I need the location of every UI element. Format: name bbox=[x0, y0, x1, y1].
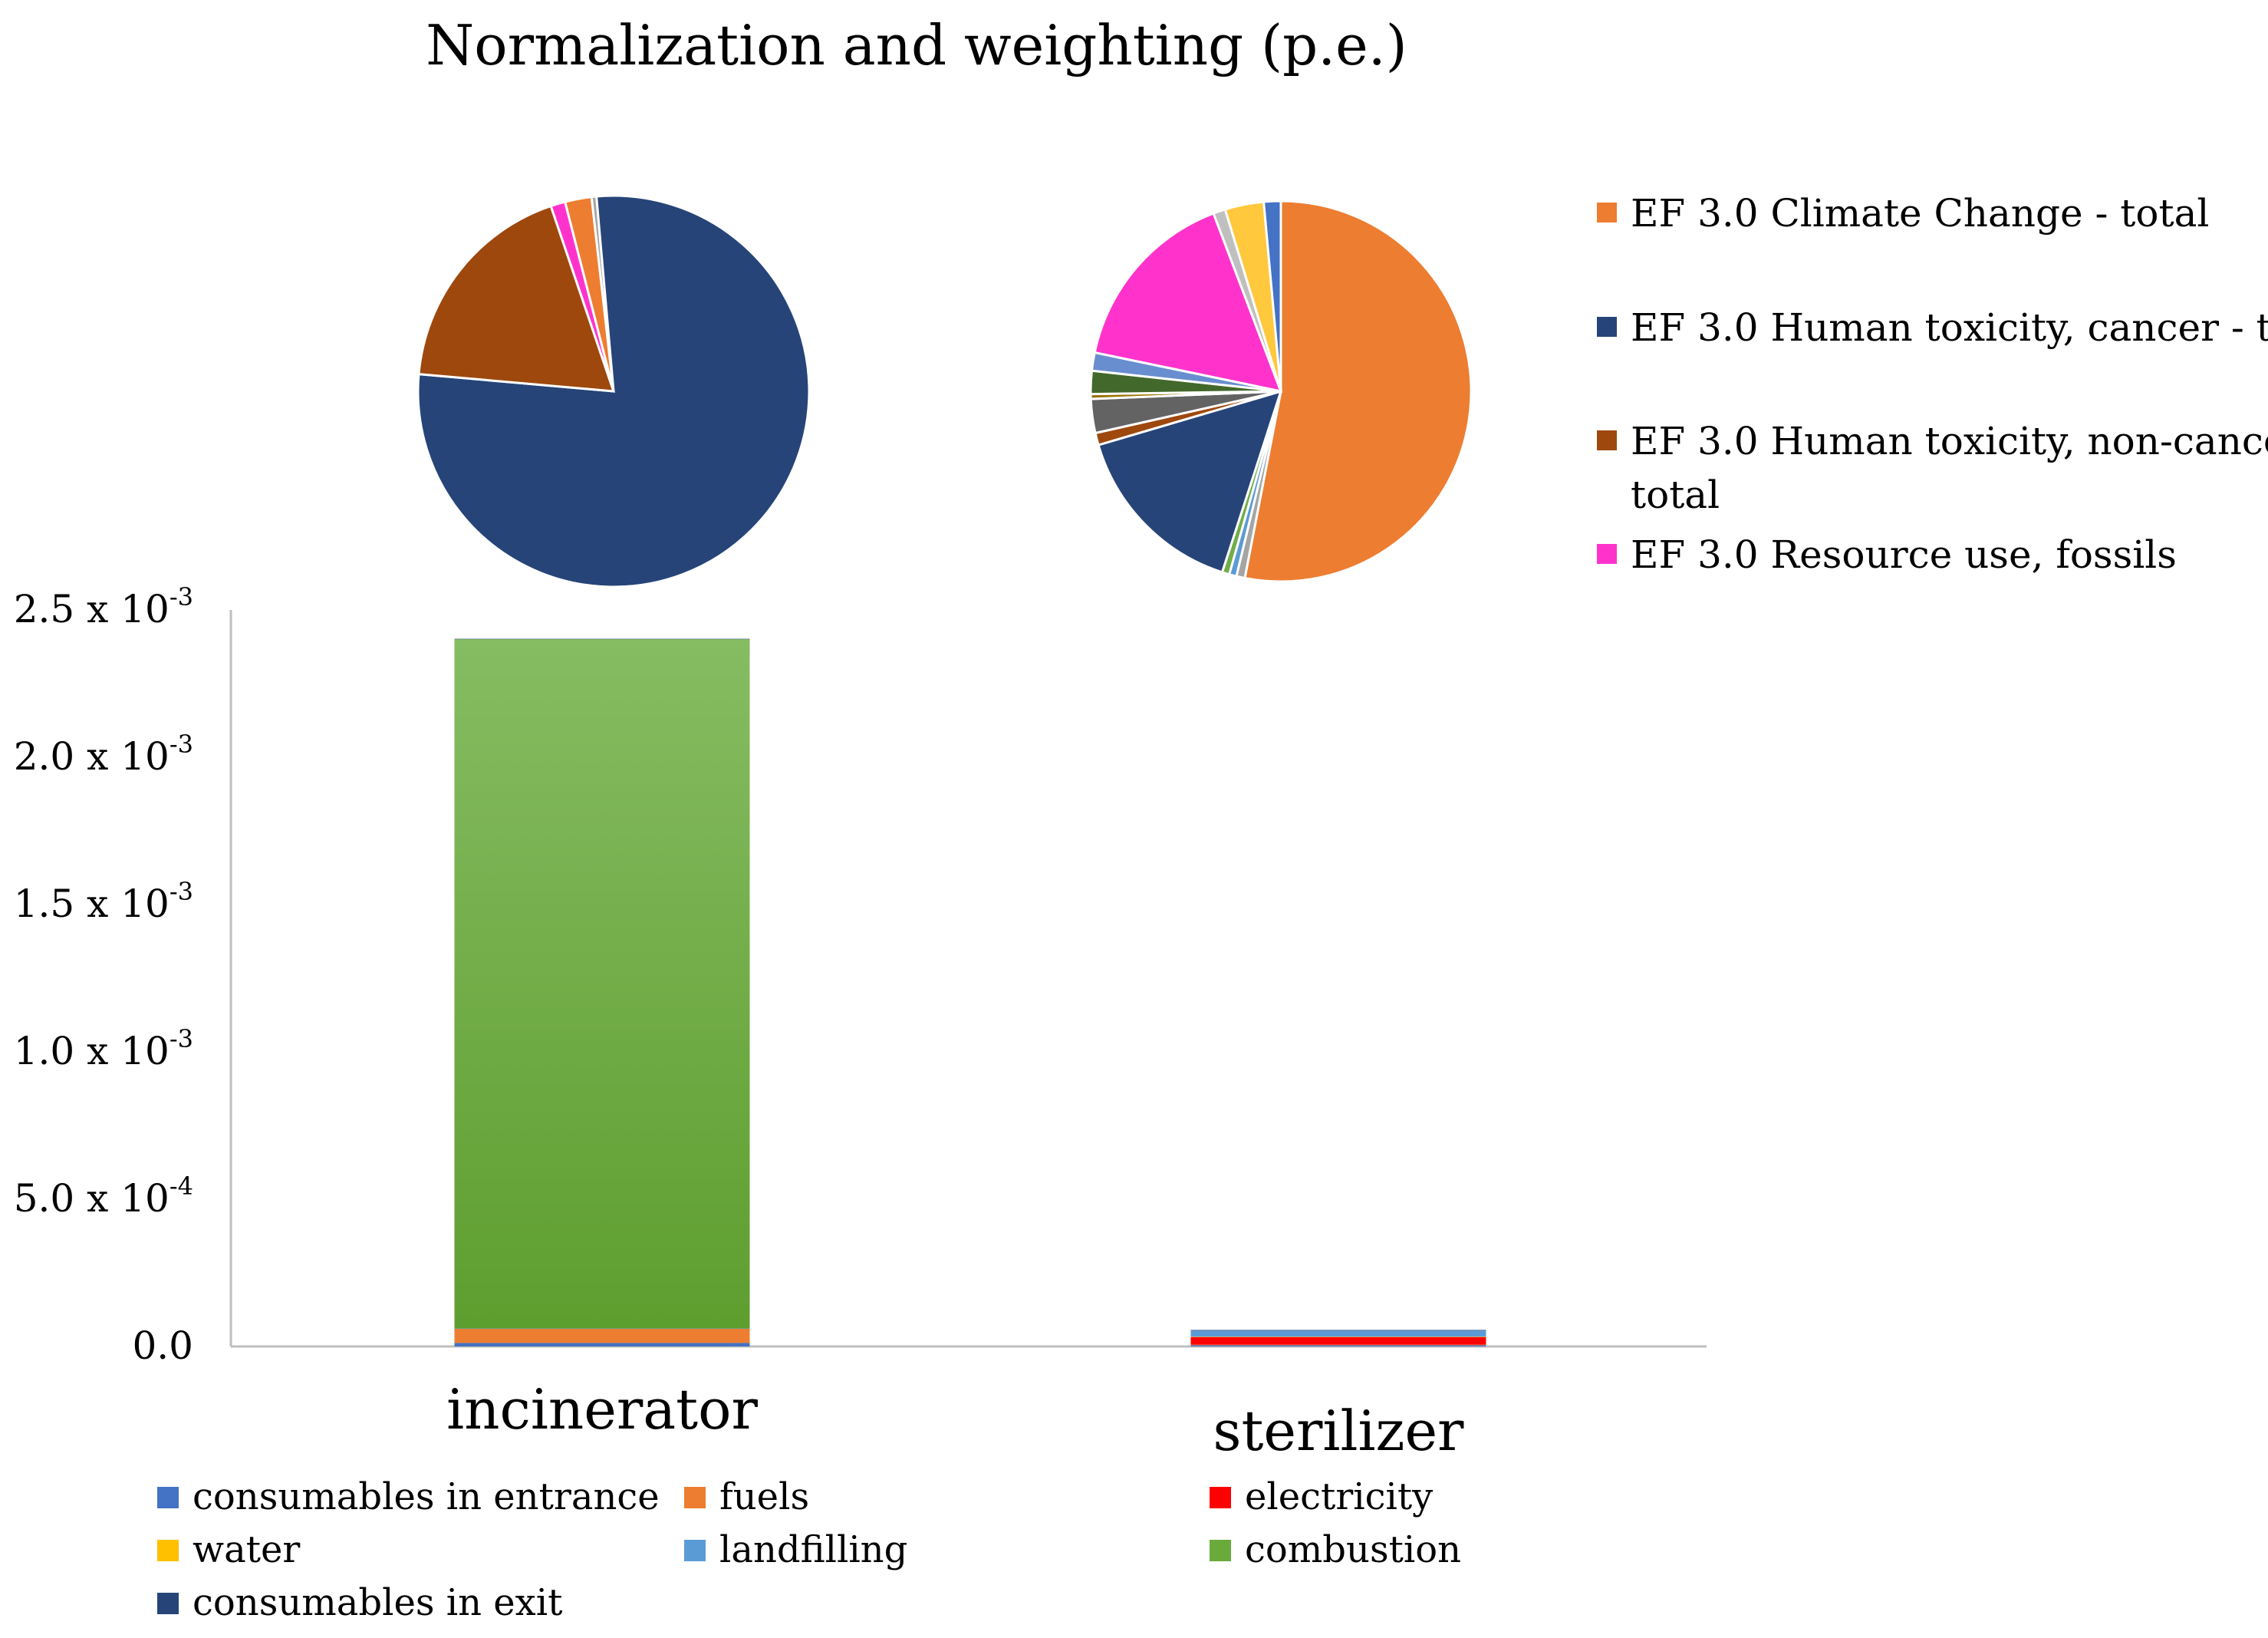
pie-sterilizer-slice-10 bbox=[1093, 212, 1283, 394]
legend-swatch-fuels bbox=[684, 1487, 706, 1508]
pie-incinerator-slice-ef-3-0-resource-use-fossils bbox=[549, 200, 615, 392]
bar-incinerator-landfilling bbox=[454, 1328, 750, 1330]
pie-legend-swatch-ef-3-0-climate-change-total bbox=[1597, 203, 1617, 222]
legend-swatch-combustion bbox=[1210, 1540, 1231, 1561]
legend-label-consumables-in-exit: consumables in exit bbox=[193, 1581, 562, 1624]
pie-charts bbox=[416, 194, 1473, 588]
pie-sterilizer-slice-4 bbox=[1097, 389, 1283, 574]
pie-legend-swatch-ef-3-0-human-toxicity-cancer-total bbox=[1597, 317, 1617, 337]
pie-legend: EF 3.0 Climate Change - total EF 3.0 Huma… bbox=[1597, 191, 2268, 577]
pie-sterilizer-slice-0 bbox=[1243, 199, 1473, 583]
bar-incinerator-fuels bbox=[454, 1328, 750, 1343]
pie-legend-label-ef-3-0-human-toxicity-non-cancer-total: EF 3.0 Human toxicity, non-cancer -total bbox=[1631, 419, 2268, 517]
legend-label-consumables-in-entrance: consumables in entrance bbox=[193, 1475, 660, 1518]
bar-axes bbox=[229, 610, 1707, 1348]
legend-swatch-consumables-in-exit bbox=[157, 1593, 179, 1614]
category-labels: incinerator sterilizer bbox=[446, 1377, 1464, 1463]
y-tick-label-3: 1.0 x 10-3 bbox=[14, 1024, 193, 1073]
bar-sterilizer-water bbox=[1190, 1336, 1486, 1337]
legend-label-water: water bbox=[193, 1528, 300, 1571]
chart-title: Normalization and weighting (p.e.) bbox=[426, 13, 1407, 77]
legend-swatch-electricity bbox=[1210, 1487, 1231, 1508]
y-tick-label-4: 5.0 x 10-4 bbox=[14, 1172, 193, 1221]
category-label-incinerator: incinerator bbox=[446, 1377, 758, 1442]
legend-label-landfilling: landfilling bbox=[719, 1528, 907, 1571]
bar-incinerator-combustion bbox=[454, 639, 750, 1329]
legend-swatch-consumables-in-entrance bbox=[157, 1487, 179, 1508]
pie-legend-label-ef-3-0-resource-use-fossils: EF 3.0 Resource use, fossils bbox=[1631, 532, 2177, 577]
bar-sterilizer-fuels bbox=[1190, 1344, 1486, 1346]
legend-label-electricity: electricity bbox=[1245, 1475, 1433, 1518]
bar-legend: consumables in entrance fuels electricity w… bbox=[157, 1475, 1461, 1624]
legend-swatch-water bbox=[157, 1540, 179, 1561]
bar-sterilizer-consumables-in-entrance bbox=[1190, 1345, 1486, 1346]
bar-sterilizer-electricity bbox=[1190, 1336, 1486, 1345]
y-tick-label-0: 2.5 x 10-3 bbox=[14, 582, 193, 631]
legend-swatch-landfilling bbox=[684, 1540, 706, 1561]
bar-incinerator-consumables-in-entrance bbox=[454, 1343, 750, 1346]
pie-legend-label-ef-3-0-climate-change-total: EF 3.0 Climate Change - total bbox=[1631, 191, 2209, 236]
pie-legend-swatch-ef-3-0-resource-use-fossils bbox=[1597, 544, 1617, 564]
y-tick-label-2: 1.5 x 10-3 bbox=[14, 877, 193, 926]
stacked-bars bbox=[454, 638, 1486, 1346]
pie-incinerator-slice-ef-3-0-human-toxicity-non-cancer-total bbox=[417, 204, 616, 393]
category-label-sterilizer: sterilizer bbox=[1213, 1399, 1465, 1463]
y-tick-labels: 2.5 x 10-3 2.0 x 10-3 1.5 x 10-3 1.0 x 10-3… bbox=[14, 582, 193, 1368]
bar-incinerator-consumables-in-exit bbox=[454, 638, 750, 640]
pie-legend-swatch-ef-3-0-human-toxicity-non-cancer-total bbox=[1597, 430, 1617, 450]
y-tick-label-5: 0.0 bbox=[132, 1323, 193, 1368]
legend-label-fuels: fuels bbox=[719, 1475, 809, 1518]
legend-label-combustion: combustion bbox=[1245, 1528, 1461, 1571]
pie-sterilizer-slice-13 bbox=[1262, 199, 1282, 392]
y-tick-label-1: 2.0 x 10-3 bbox=[14, 730, 193, 779]
pie-legend-label-ef-3-0-human-toxicity-cancer-total: EF 3.0 Human toxicity, cancer - total bbox=[1631, 305, 2268, 350]
bar-sterilizer-landfilling bbox=[1190, 1330, 1486, 1337]
